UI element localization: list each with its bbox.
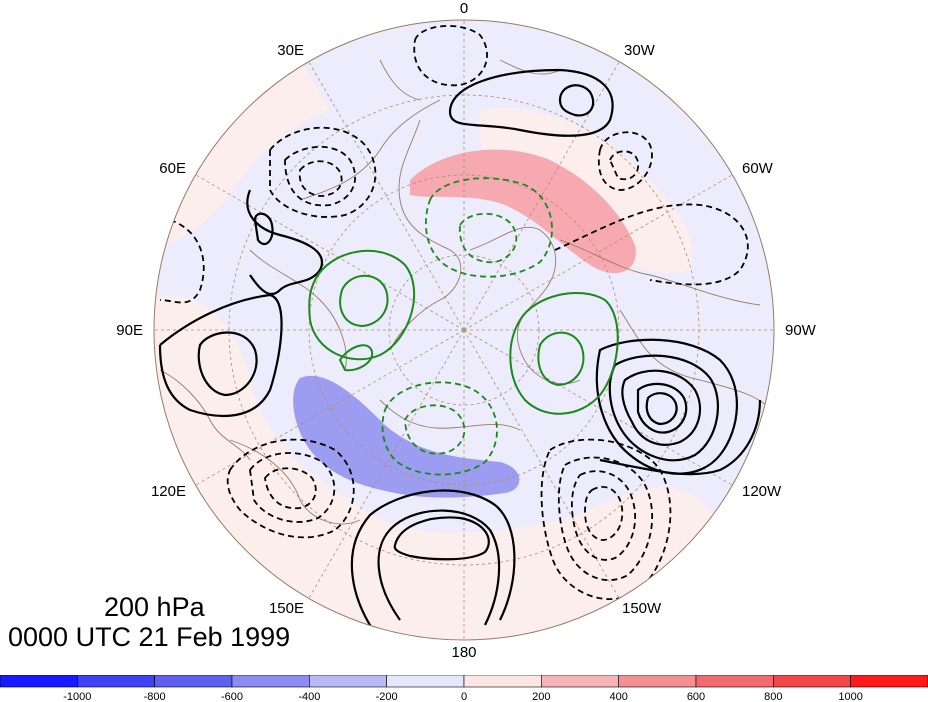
colorbar-tick-label: 1000: [838, 691, 862, 702]
colorbar-box: [231, 675, 310, 688]
lon-label: 150E: [269, 600, 304, 617]
colorbar-ticks: -1000 -800 -600 -400 -200 0 200 400 600 800 1000: [63, 691, 863, 702]
colorbar-box: [850, 675, 928, 688]
colorbar-box: [77, 675, 155, 688]
colorbar-tick-label: 200: [532, 691, 550, 702]
colorbar-box: [463, 675, 542, 688]
colorbar-box: [309, 675, 387, 688]
colorbar-tick-label: -400: [298, 691, 320, 702]
colorbar-box: [541, 675, 619, 688]
polar-map: 0 30W 60W 90W 120W 150W 180 150E 120E 90…: [116, 0, 816, 661]
colorbar-box: [0, 675, 78, 688]
lon-label: 60W: [742, 160, 774, 177]
colorbar-box: [618, 675, 697, 688]
lon-label: 180: [451, 644, 476, 661]
colorbar-tick-label: 800: [764, 691, 782, 702]
coastlines: [159, 59, 771, 525]
lon-label: 90E: [116, 322, 143, 339]
positive-contours: [158, 68, 762, 640]
title-level: 200 hPa: [104, 592, 205, 622]
graticule: [154, 20, 774, 640]
colorbar-tick-label: -200: [376, 691, 398, 702]
colorbar-tick-label: 400: [609, 691, 627, 702]
map-disk: [154, 20, 774, 640]
lon-label: 120W: [742, 483, 782, 500]
colorbar-box: [154, 675, 233, 688]
title-time: 0000 UTC 21 Feb 1999: [8, 622, 291, 652]
colorbar-tick-label: -800: [144, 691, 166, 702]
colorbar-tick-label: -1000: [63, 691, 91, 702]
green-contours: [308, 249, 619, 415]
lon-label: 120E: [151, 483, 186, 500]
longitude-labels: 0 30W 60W 90W 120W 150W 180 150E 120E 90…: [116, 0, 816, 661]
lon-label: 0: [460, 0, 468, 17]
lon-label: 30W: [624, 42, 656, 59]
colorbar-tick-label: -600: [221, 691, 243, 702]
colorbar-tick-label: 600: [687, 691, 705, 702]
lon-label: 60E: [159, 160, 186, 177]
colorbar: -1000 -800 -600 -400 -200 0 200 400 600 800 1000: [0, 675, 928, 702]
lon-label: 90W: [785, 322, 817, 339]
colorbar-box: [386, 675, 465, 688]
lon-label: 150W: [622, 600, 662, 617]
lon-label: 30E: [277, 42, 304, 59]
colorbar-box: [773, 675, 851, 688]
map-boundary: [153, 19, 775, 641]
strong-negative-region: [293, 375, 520, 498]
green-dashed-contours: [381, 177, 553, 476]
colorbar-box: [695, 675, 774, 688]
colorbar-boxes: [0, 675, 928, 688]
weak-positive-region: [154, 295, 757, 640]
colorbar-tick-label: 0: [461, 691, 467, 702]
